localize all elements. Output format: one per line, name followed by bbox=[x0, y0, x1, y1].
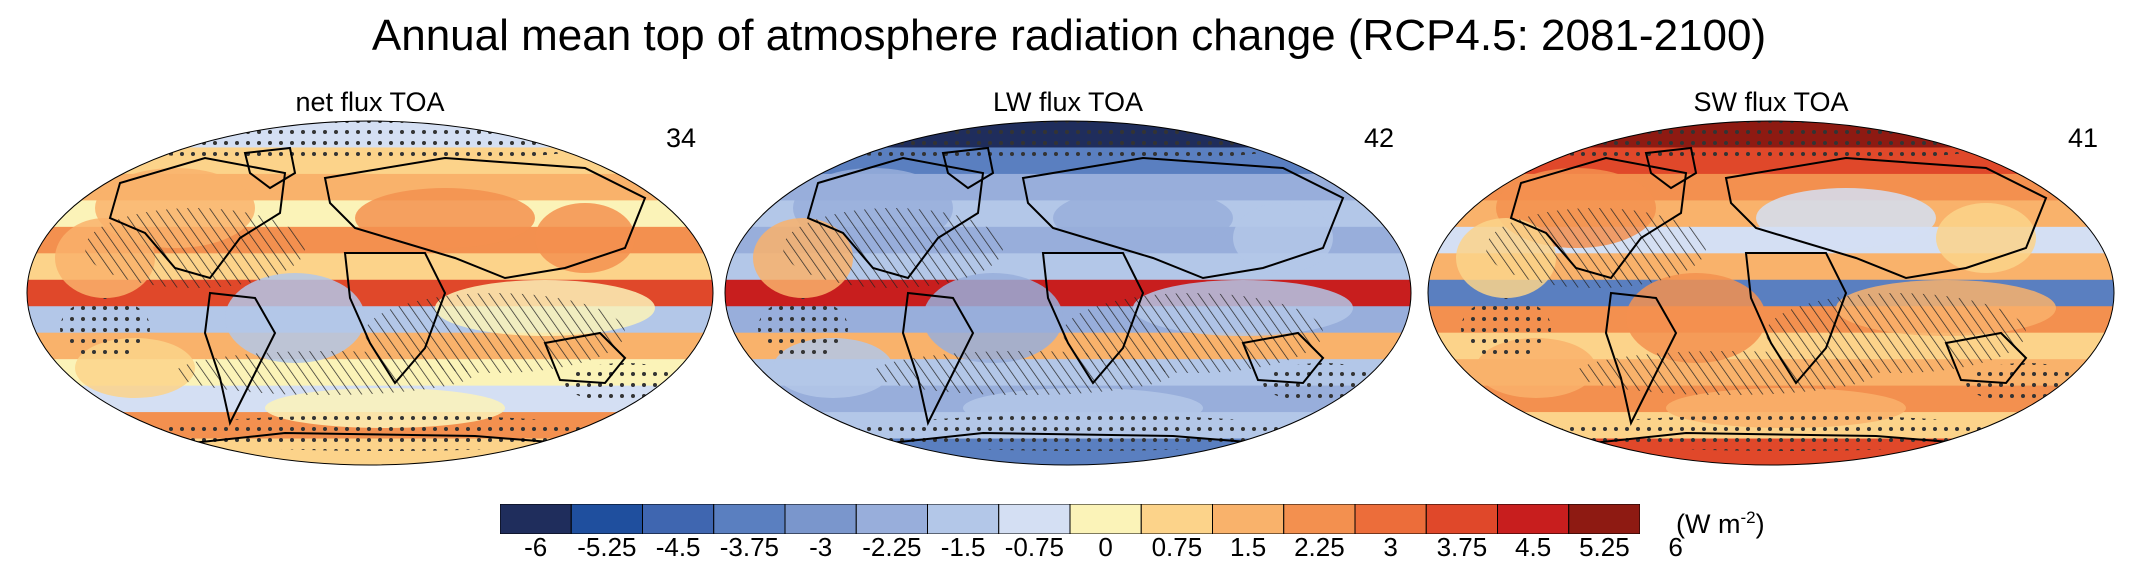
panel-title-net: net flux TOA bbox=[295, 87, 445, 117]
coastline-africa bbox=[1744, 252, 1848, 385]
coastline-greenland bbox=[1644, 146, 1698, 190]
coastline-europe-asia bbox=[323, 156, 647, 280]
hatched-region bbox=[783, 208, 1003, 288]
anomaly-region bbox=[1053, 188, 1233, 248]
colorbar-tick-label: -6 bbox=[524, 532, 548, 562]
hatched-region bbox=[85, 208, 305, 288]
hatched-region bbox=[873, 351, 1173, 395]
hatched-region bbox=[1063, 293, 1323, 373]
coastline-africa bbox=[343, 252, 447, 385]
stippled-region bbox=[1461, 298, 1551, 358]
coastline-south-america bbox=[1604, 291, 1678, 426]
stippled-region bbox=[565, 363, 685, 403]
map-boundary bbox=[1427, 120, 2115, 466]
colorbar bbox=[500, 504, 1640, 534]
stippled-region bbox=[1966, 363, 2086, 403]
colorbar-swatch bbox=[1283, 504, 1356, 534]
map-boundary bbox=[26, 120, 714, 466]
stippled-region bbox=[1556, 415, 2016, 451]
colorbar-tick-label: -1.5 bbox=[940, 532, 986, 562]
colorbar-swatch bbox=[1069, 504, 1142, 534]
colorbar-swatch bbox=[998, 504, 1071, 534]
colorbar-swatch bbox=[1140, 504, 1213, 534]
coastline-australia bbox=[543, 331, 627, 385]
coastline-africa bbox=[1041, 252, 1145, 385]
coastline-europe-asia bbox=[1021, 156, 1345, 280]
coastline-north-america bbox=[108, 156, 287, 280]
colorbar-tick-label: -4.5 bbox=[655, 532, 701, 562]
anomaly-region bbox=[225, 273, 365, 363]
colorbar-swatch bbox=[1497, 504, 1570, 534]
coastline-north-america bbox=[1509, 156, 1688, 280]
coastline-europe-asia bbox=[1724, 156, 2048, 280]
colorbar-swatch bbox=[784, 504, 857, 534]
coastline-australia bbox=[1944, 331, 2028, 385]
colorbar-swatch bbox=[500, 504, 572, 534]
anomaly-region bbox=[355, 188, 535, 248]
colorbar-tick-label: -3.75 bbox=[719, 532, 780, 562]
colorbar-units: (W m-2) bbox=[1676, 508, 1765, 539]
coastline-north-america bbox=[806, 156, 985, 280]
figure-title: Annual mean top of atmosphere radiation … bbox=[371, 11, 1767, 60]
stippled-region bbox=[853, 415, 1313, 451]
anomaly-region bbox=[923, 273, 1063, 363]
panel-count-sw: 41 bbox=[2068, 123, 2099, 153]
colorbar-tick-label: 0 bbox=[1098, 532, 1113, 562]
map-boundary bbox=[724, 120, 1412, 466]
colorbar-tick-label: 3.75 bbox=[1436, 532, 1488, 562]
colorbar-swatch bbox=[642, 504, 715, 534]
colorbar-swatch bbox=[855, 504, 928, 534]
colorbar-tick-label: 0.75 bbox=[1151, 532, 1203, 562]
colorbar-tick-label: -5.25 bbox=[577, 532, 637, 562]
stippled-region bbox=[758, 298, 848, 358]
hatched-region bbox=[365, 293, 625, 373]
colorbar-tick-label: 2.25 bbox=[1294, 532, 1345, 562]
anomaly-region bbox=[535, 203, 635, 273]
colorbar-tick-label: 3 bbox=[1383, 532, 1398, 562]
anomaly-region bbox=[1233, 203, 1333, 273]
colorbar-tick-label: 6 bbox=[1668, 532, 1683, 562]
map-sw-flux bbox=[1427, 120, 2115, 466]
map-lw-flux bbox=[724, 120, 1412, 466]
colorbar-tick-label: 4.5 bbox=[1515, 532, 1552, 562]
panel-title-sw: SW flux TOA bbox=[1693, 87, 1849, 117]
hatched-region bbox=[1576, 351, 1876, 395]
colorbar-swatch bbox=[1212, 504, 1285, 534]
anomaly-region bbox=[1936, 203, 2036, 273]
hatched-region bbox=[1486, 208, 1706, 288]
colorbar-tick-label: -2.25 bbox=[862, 532, 922, 562]
colorbar-swatch bbox=[927, 504, 1000, 534]
coastline-greenland bbox=[243, 146, 297, 190]
anomaly-region bbox=[1626, 273, 1766, 363]
coastline-greenland bbox=[941, 146, 995, 190]
colorbar-tick-label: 5.25 bbox=[1579, 532, 1630, 562]
colorbar-swatch bbox=[570, 504, 643, 534]
panel-count-lw: 42 bbox=[1364, 123, 1395, 153]
coastline-south-america bbox=[901, 291, 975, 426]
hatched-region bbox=[1766, 293, 2026, 373]
stippled-region bbox=[155, 415, 615, 451]
colorbar-tick-label: -0.75 bbox=[1004, 532, 1065, 562]
coastline-australia bbox=[1241, 331, 1325, 385]
panel-title-lw: LW flux TOA bbox=[992, 87, 1144, 117]
hatched-region bbox=[175, 351, 475, 395]
map-net-flux bbox=[26, 120, 714, 466]
anomaly-region bbox=[1756, 188, 1936, 248]
stippled-region bbox=[1263, 363, 1383, 403]
coastline-south-america bbox=[203, 291, 277, 426]
stippled-region bbox=[60, 298, 150, 358]
panel-count-net: 34 bbox=[666, 123, 697, 153]
colorbar-swatch bbox=[1354, 504, 1427, 534]
colorbar-tick-label: -3 bbox=[809, 532, 833, 562]
colorbar-tick-label: 1.5 bbox=[1230, 532, 1267, 562]
colorbar-swatch bbox=[1425, 504, 1498, 534]
colorbar-swatch bbox=[713, 504, 786, 534]
colorbar-swatch bbox=[1568, 504, 1640, 534]
